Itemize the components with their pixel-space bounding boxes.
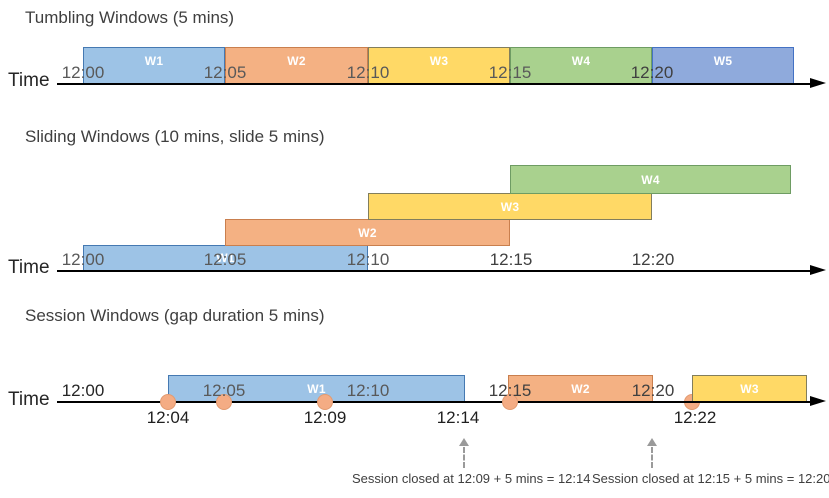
event-time-12-04: 12:04	[146, 408, 190, 427]
tumbling-tick-12-15: 12:15	[488, 63, 532, 82]
tumbling-tick-12-10: 12:10	[346, 63, 390, 82]
event-dot	[160, 394, 176, 410]
session-window-w1: W1	[168, 375, 465, 402]
session-window-w3: W3	[692, 375, 807, 402]
sliding-tick-12-05: 12:05	[203, 250, 247, 269]
session-tick-12-15: 12:15	[488, 381, 532, 400]
tumbling-tick-12-05: 12:05	[203, 63, 247, 82]
window-label: W2	[287, 54, 306, 68]
session-closed-note-1: Session closed at 12:09 + 5 mins = 12:14	[352, 471, 591, 486]
session-time-axis-label: Time	[8, 389, 50, 410]
tumbling-time-axis-label: Time	[8, 70, 50, 91]
dashed-arrow-line	[651, 447, 653, 468]
session-time-axis-line	[57, 401, 813, 403]
event-dot	[216, 394, 232, 410]
sliding-title: Sliding Windows (10 mins, slide 5 mins)	[25, 127, 325, 146]
sliding-time-axis-label: Time	[8, 257, 50, 278]
window-label: W1	[307, 381, 326, 396]
window-label: W4	[641, 172, 660, 187]
event-time-12-09: 12:09	[303, 408, 347, 427]
up-arrow-icon	[647, 438, 657, 446]
sliding-window-w3: W3	[368, 193, 652, 220]
event-dot	[502, 394, 518, 410]
sliding-time-axis-line	[57, 270, 813, 272]
tumbling-tick-12-00: 12:00	[61, 63, 105, 82]
window-label: W2	[358, 225, 377, 240]
sliding-window-w1: W1	[83, 245, 368, 271]
event-time-12-22: 12:22	[673, 408, 717, 427]
window-label: W4	[571, 54, 591, 68]
window-label: W1	[144, 54, 164, 68]
event-dot	[317, 394, 333, 410]
session-tick-12-05: 12:05	[202, 381, 246, 400]
sliding-tick-12-20: 12:20	[631, 250, 675, 269]
tumbling-tick-12-20: 12:20	[630, 63, 674, 82]
tumbling-window-w3: W3	[368, 47, 510, 84]
session-tick-12-20: 12:20	[631, 381, 675, 400]
sliding-window-w4: W4	[510, 165, 791, 194]
sliding-tick-12-00: 12:00	[61, 250, 105, 269]
window-label: W5	[713, 54, 733, 68]
tumbling-time-axis-line	[57, 83, 813, 85]
window-label: W3	[740, 381, 759, 396]
tumbling-title: Tumbling Windows (5 mins)	[25, 8, 235, 27]
tumbling-window-w5: W5	[652, 47, 794, 84]
sliding-tick-12-10: 12:10	[346, 250, 390, 269]
session-axis-arrowhead-icon	[810, 396, 826, 406]
event-time-12-14: 12:14	[436, 408, 480, 427]
sliding-window-w2: W2	[225, 219, 510, 246]
window-label: W3	[500, 199, 520, 214]
session-title: Session Windows (gap duration 5 mins)	[25, 306, 325, 325]
session-tick-12-10: 12:10	[346, 381, 390, 400]
tumbling-window-w1: W1	[83, 47, 225, 84]
window-label: W1	[216, 251, 235, 265]
window-label: W2	[571, 381, 590, 396]
sliding-tick-12-15: 12:15	[489, 250, 533, 269]
session-closed-note-2: Session closed at 12:15 + 5 mins = 12:20	[592, 471, 829, 486]
tumbling-axis-arrowhead-icon	[810, 78, 826, 88]
sliding-axis-arrowhead-icon	[810, 265, 826, 275]
session-tick-12-00: 12:00	[61, 381, 105, 400]
dashed-arrow-line	[463, 447, 465, 468]
up-arrow-icon	[459, 438, 469, 446]
session-window-w2: W2	[508, 375, 653, 402]
window-label: W3	[429, 54, 449, 68]
